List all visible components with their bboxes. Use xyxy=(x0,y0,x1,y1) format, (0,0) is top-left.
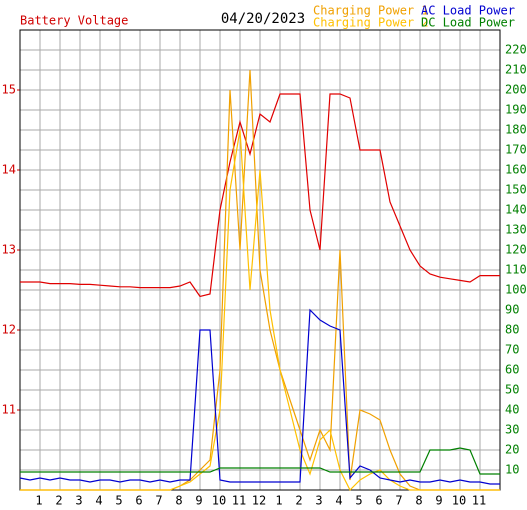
y2-tick-label: 190 xyxy=(505,103,527,117)
x-tick-label: 4 xyxy=(335,494,342,508)
x-tick-label: 1 xyxy=(275,494,282,508)
chart-title: 04/20/2023 xyxy=(221,11,305,27)
y2-tick-label: 150 xyxy=(505,183,527,197)
y-tick-label: 12 xyxy=(2,323,16,337)
x-tick-label: 6 xyxy=(135,494,142,508)
data-line xyxy=(20,93,500,298)
x-tick-label: 8 xyxy=(175,494,182,508)
x-tick-label: 12 xyxy=(252,494,266,508)
y2-tick-label: 20 xyxy=(505,443,519,457)
x-tick-label: 5 xyxy=(355,494,362,508)
x-tick-label: 1 xyxy=(35,494,42,508)
y2-tick-label: 160 xyxy=(505,163,527,177)
x-tick-label: 9 xyxy=(195,494,202,508)
legend-entry: AC Load Power xyxy=(421,4,515,18)
y2-tick-label: 110 xyxy=(505,263,527,277)
y2-tick-label: 30 xyxy=(505,423,519,437)
x-tick-label: 2 xyxy=(295,494,302,508)
y-tick-label: 15 xyxy=(2,83,16,97)
y-tick-label: 11 xyxy=(2,403,16,417)
y2-tick-label: 200 xyxy=(505,83,527,97)
x-tick-label: 3 xyxy=(75,494,82,508)
legend-entry: Charging Power 1 xyxy=(313,4,429,18)
y2-tick-label: 10 xyxy=(505,463,519,477)
x-tick-label: 2 xyxy=(55,494,62,508)
x-tick-label: 6 xyxy=(375,494,382,508)
y2-tick-label: 70 xyxy=(505,343,519,357)
x-tick-label: 11 xyxy=(472,494,486,508)
data-line xyxy=(20,129,500,492)
y2-tick-label: 90 xyxy=(505,303,519,317)
y2-tick-label: 170 xyxy=(505,143,527,157)
y2-tick-label: 220 xyxy=(505,43,527,57)
data-line xyxy=(19,308,500,485)
x-tick-label: 7 xyxy=(155,494,162,508)
x-tick-label: 5 xyxy=(115,494,122,508)
x-tick-label: 3 xyxy=(315,494,322,508)
legend-entry: DC Load Power xyxy=(421,16,515,30)
y2-tick-label: 80 xyxy=(505,323,519,337)
x-tick-label: 9 xyxy=(435,494,442,508)
data-line xyxy=(20,447,500,475)
x-tick-label: 10 xyxy=(212,494,226,508)
y-tick-label: 14 xyxy=(2,163,16,177)
y2-tick-label: 60 xyxy=(505,363,519,377)
y2-tick-label: 100 xyxy=(505,283,527,297)
y-axis-label: Battery Voltage xyxy=(20,14,128,28)
y2-tick-label: 130 xyxy=(505,223,527,237)
x-tick-label: 4 xyxy=(95,494,102,508)
y2-tick-label: 140 xyxy=(505,203,527,217)
plot-border xyxy=(19,29,501,491)
y2-tick-label: 120 xyxy=(505,243,527,257)
y2-tick-label: 210 xyxy=(505,63,527,77)
x-tick-label: 8 xyxy=(415,494,422,508)
y2-tick-label: 40 xyxy=(505,403,519,417)
x-tick-label: 7 xyxy=(395,494,402,508)
y2-tick-label: 50 xyxy=(505,383,519,397)
x-tick-label: 11 xyxy=(232,494,246,508)
legend-entry: Charging Power 2 xyxy=(313,16,429,30)
y-tick-label: 13 xyxy=(2,243,16,257)
y2-tick-label: 180 xyxy=(505,123,527,137)
x-tick-label: 10 xyxy=(452,494,466,508)
